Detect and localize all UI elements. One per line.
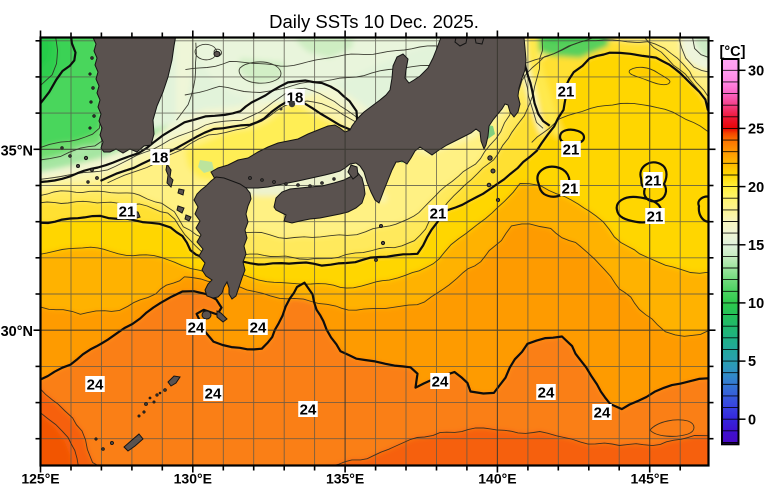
- svg-text:24: 24: [87, 377, 104, 394]
- svg-text:Daily SSTs 10 Dec. 2025.: Daily SSTs 10 Dec. 2025.: [269, 11, 479, 32]
- svg-text:24: 24: [594, 405, 611, 422]
- svg-text:25: 25: [748, 122, 764, 138]
- svg-text:21: 21: [645, 173, 662, 190]
- svg-text:125°E: 125°E: [21, 471, 59, 487]
- svg-text:21: 21: [563, 142, 580, 159]
- svg-text:135°E: 135°E: [326, 471, 364, 487]
- svg-text:20: 20: [748, 180, 764, 196]
- svg-text:24: 24: [188, 320, 205, 337]
- svg-text:10: 10: [748, 296, 764, 312]
- svg-text:21: 21: [558, 84, 575, 101]
- svg-text:5: 5: [748, 354, 756, 370]
- svg-text:24: 24: [432, 374, 449, 391]
- svg-text:0: 0: [748, 412, 756, 428]
- svg-text:24: 24: [250, 320, 267, 337]
- svg-text:21: 21: [119, 204, 136, 221]
- svg-text:[°C]: [°C]: [720, 44, 746, 60]
- svg-text:140°E: 140°E: [478, 471, 516, 487]
- svg-text:30: 30: [748, 64, 764, 80]
- svg-text:21: 21: [430, 206, 447, 223]
- svg-text:18: 18: [152, 150, 169, 167]
- svg-text:24: 24: [300, 402, 317, 419]
- svg-text:130°E: 130°E: [174, 471, 212, 487]
- svg-text:21: 21: [562, 181, 579, 198]
- svg-text:24: 24: [205, 386, 222, 403]
- svg-text:21: 21: [647, 209, 664, 226]
- svg-text:35°N: 35°N: [1, 143, 33, 159]
- svg-text:24: 24: [538, 385, 555, 402]
- svg-text:30°N: 30°N: [1, 324, 33, 340]
- svg-text:15: 15: [748, 238, 764, 254]
- svg-text:145°E: 145°E: [631, 471, 669, 487]
